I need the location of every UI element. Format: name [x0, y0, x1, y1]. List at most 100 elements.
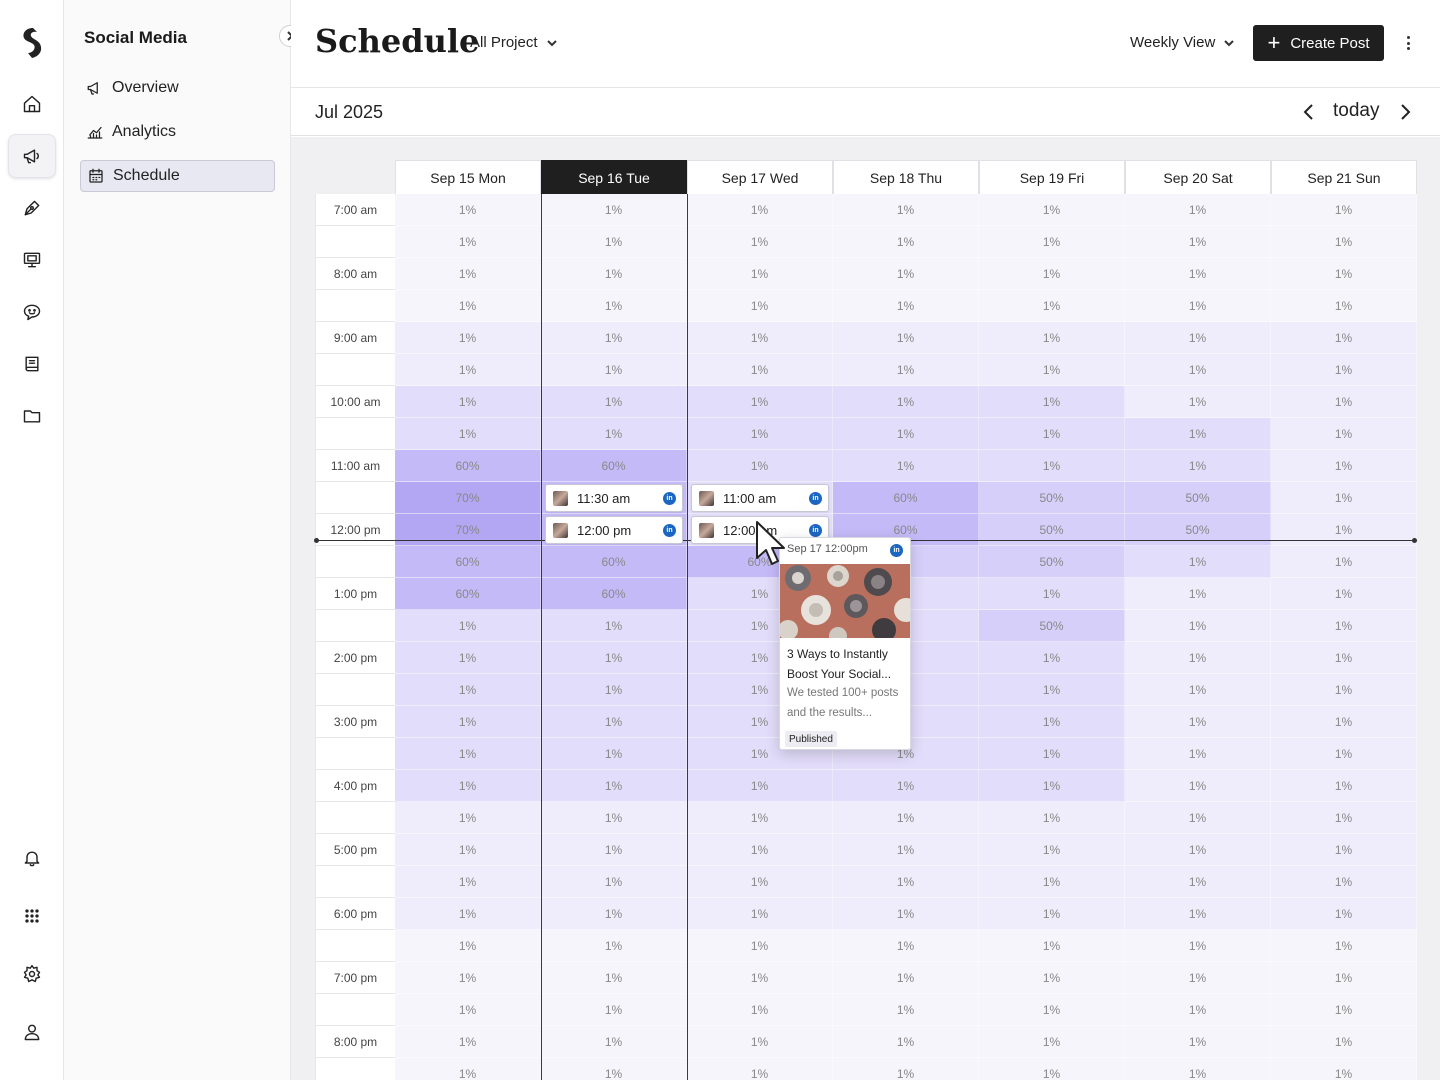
- user-icon[interactable]: [8, 1010, 56, 1054]
- time-slot[interactable]: 1%: [1271, 258, 1417, 290]
- time-slot[interactable]: 1%: [395, 898, 541, 930]
- time-slot[interactable]: 1%: [541, 258, 687, 290]
- next-week-button[interactable]: [1395, 101, 1415, 123]
- time-slot[interactable]: 1%: [1271, 962, 1417, 994]
- time-slot[interactable]: 1%: [687, 386, 833, 418]
- time-slot[interactable]: 1%: [1271, 226, 1417, 258]
- time-slot[interactable]: 1%: [1125, 1026, 1271, 1058]
- time-slot[interactable]: 1%: [1125, 898, 1271, 930]
- time-slot[interactable]: 1%: [1271, 994, 1417, 1026]
- time-slot[interactable]: 1%: [1125, 674, 1271, 706]
- time-slot[interactable]: 1%: [833, 290, 979, 322]
- bell-icon[interactable]: [8, 836, 56, 880]
- time-slot[interactable]: 1%: [687, 1058, 833, 1080]
- time-slot[interactable]: 1%: [541, 738, 687, 770]
- time-slot[interactable]: 1%: [1271, 514, 1417, 546]
- time-slot[interactable]: 1%: [833, 770, 979, 802]
- time-slot[interactable]: 1%: [979, 994, 1125, 1026]
- time-slot[interactable]: 1%: [1271, 290, 1417, 322]
- time-slot[interactable]: 1%: [1271, 770, 1417, 802]
- time-slot[interactable]: 1%: [687, 418, 833, 450]
- time-slot[interactable]: 1%: [1271, 1058, 1417, 1080]
- time-slot[interactable]: 1%: [395, 994, 541, 1026]
- time-slot[interactable]: 1%: [833, 354, 979, 386]
- book-icon[interactable]: [8, 342, 56, 386]
- time-slot[interactable]: 1%: [1271, 738, 1417, 770]
- today-button[interactable]: today: [1333, 100, 1380, 121]
- time-slot[interactable]: 1%: [1125, 418, 1271, 450]
- time-slot[interactable]: 1%: [833, 866, 979, 898]
- time-slot[interactable]: 1%: [1125, 738, 1271, 770]
- time-slot[interactable]: 1%: [833, 994, 979, 1026]
- time-slot[interactable]: 1%: [1125, 1058, 1271, 1080]
- time-slot[interactable]: 1%: [833, 322, 979, 354]
- time-slot[interactable]: 1%: [395, 770, 541, 802]
- day-header[interactable]: Sep 18 Thu: [833, 160, 979, 194]
- time-slot[interactable]: 50%: [1125, 482, 1271, 514]
- time-slot[interactable]: 60%: [541, 450, 687, 482]
- time-slot[interactable]: 1%: [541, 706, 687, 738]
- time-slot[interactable]: 1%: [979, 898, 1125, 930]
- time-slot[interactable]: 1%: [1125, 354, 1271, 386]
- time-slot[interactable]: 1%: [1271, 802, 1417, 834]
- scheduled-post[interactable]: 12:00 pm in: [545, 516, 683, 544]
- time-slot[interactable]: 1%: [979, 1026, 1125, 1058]
- time-slot[interactable]: 1%: [833, 930, 979, 962]
- time-slot[interactable]: 1%: [541, 930, 687, 962]
- time-slot[interactable]: 1%: [979, 418, 1125, 450]
- time-slot[interactable]: 1%: [1125, 322, 1271, 354]
- time-slot[interactable]: 1%: [541, 642, 687, 674]
- scheduled-post[interactable]: 11:00 am in: [691, 484, 829, 512]
- time-slot[interactable]: 1%: [1125, 770, 1271, 802]
- time-slot[interactable]: 1%: [687, 290, 833, 322]
- time-slot[interactable]: 1%: [541, 962, 687, 994]
- day-header[interactable]: Sep 16 Tue: [541, 160, 687, 194]
- time-slot[interactable]: 1%: [1125, 258, 1271, 290]
- day-header[interactable]: Sep 20 Sat: [1125, 160, 1271, 194]
- time-slot[interactable]: 1%: [979, 802, 1125, 834]
- megaphone-icon[interactable]: [8, 134, 56, 178]
- time-slot[interactable]: 1%: [833, 898, 979, 930]
- time-slot[interactable]: 1%: [1125, 930, 1271, 962]
- time-slot[interactable]: 1%: [833, 418, 979, 450]
- time-slot[interactable]: 1%: [1271, 706, 1417, 738]
- time-slot[interactable]: 1%: [833, 450, 979, 482]
- time-slot[interactable]: 50%: [979, 610, 1125, 642]
- time-slot[interactable]: 1%: [1125, 610, 1271, 642]
- more-options-icon[interactable]: [1403, 33, 1413, 53]
- time-slot[interactable]: 1%: [1125, 386, 1271, 418]
- time-slot[interactable]: 1%: [395, 354, 541, 386]
- time-slot[interactable]: 1%: [1271, 674, 1417, 706]
- time-slot[interactable]: 1%: [687, 226, 833, 258]
- time-slot[interactable]: 1%: [395, 1058, 541, 1080]
- time-slot[interactable]: 1%: [395, 194, 541, 226]
- time-slot[interactable]: 1%: [687, 194, 833, 226]
- time-slot[interactable]: 1%: [1271, 418, 1417, 450]
- folder-icon[interactable]: [8, 394, 56, 438]
- time-slot[interactable]: 1%: [1271, 482, 1417, 514]
- time-slot[interactable]: 70%: [395, 482, 541, 514]
- app-logo[interactable]: [18, 26, 46, 60]
- time-slot[interactable]: 1%: [979, 578, 1125, 610]
- time-slot[interactable]: 1%: [541, 226, 687, 258]
- time-slot[interactable]: 1%: [979, 930, 1125, 962]
- time-slot[interactable]: 60%: [833, 482, 979, 514]
- time-slot[interactable]: 1%: [541, 194, 687, 226]
- time-slot[interactable]: 1%: [833, 802, 979, 834]
- time-slot[interactable]: 1%: [395, 322, 541, 354]
- time-slot[interactable]: 1%: [687, 866, 833, 898]
- apps-grid-icon[interactable]: [8, 894, 56, 938]
- day-header[interactable]: Sep 21 Sun: [1271, 160, 1417, 194]
- time-slot[interactable]: 1%: [1125, 194, 1271, 226]
- view-dropdown[interactable]: Weekly View: [1130, 34, 1235, 51]
- time-slot[interactable]: 1%: [833, 1026, 979, 1058]
- time-slot[interactable]: 1%: [979, 866, 1125, 898]
- time-slot[interactable]: 1%: [395, 706, 541, 738]
- time-slot[interactable]: 1%: [395, 866, 541, 898]
- time-slot[interactable]: 60%: [395, 546, 541, 578]
- time-slot[interactable]: 1%: [1125, 546, 1271, 578]
- time-slot[interactable]: 1%: [687, 994, 833, 1026]
- time-slot[interactable]: 1%: [541, 354, 687, 386]
- day-header[interactable]: Sep 19 Fri: [979, 160, 1125, 194]
- time-slot[interactable]: 1%: [1125, 290, 1271, 322]
